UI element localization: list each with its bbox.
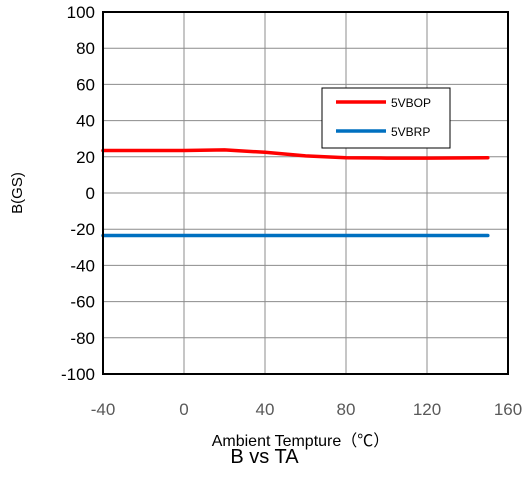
y-axis-label: B(GS) [9, 172, 26, 214]
grid [102, 11, 509, 375]
y-tick-label: 40 [76, 112, 95, 131]
x-tick-label: -40 [91, 400, 116, 419]
y-tick-label: 60 [76, 75, 95, 94]
series-layer [101, 148, 490, 238]
y-tick-label: -100 [61, 365, 95, 384]
legend: 5VBOP 5VBRP [321, 87, 451, 149]
y-tick-label: 100 [67, 3, 95, 22]
legend-box [321, 87, 451, 149]
x-tick-labels: -40 0 40 80 120 160 [91, 400, 522, 419]
y-tick-label: -60 [70, 293, 95, 312]
x-tick-label: 0 [179, 400, 188, 419]
series-line-5vbop [101, 148, 490, 160]
legend-label: 5VBRP [391, 125, 430, 139]
chart-caption: B vs TA [230, 446, 299, 468]
y-tick-label: 20 [76, 148, 95, 167]
legend-label: 5VBOP [391, 96, 431, 110]
y-tick-label: -80 [70, 329, 95, 348]
y-tick-label: -20 [70, 220, 95, 239]
y-tick-label: 80 [76, 39, 95, 58]
y-tick-labels: 100 80 60 40 20 0 -20 -40 -60 -80 -100 [61, 3, 95, 384]
x-tick-label: 80 [337, 400, 356, 419]
plot-frame [102, 11, 509, 375]
x-tick-label: 160 [494, 400, 522, 419]
y-tick-label: -40 [70, 256, 95, 275]
y-tick-label: 0 [86, 184, 95, 203]
x-tick-label: 40 [256, 400, 275, 419]
x-tick-label: 120 [413, 400, 441, 419]
x-axis-label: Ambient Tempture（℃） [212, 432, 390, 450]
